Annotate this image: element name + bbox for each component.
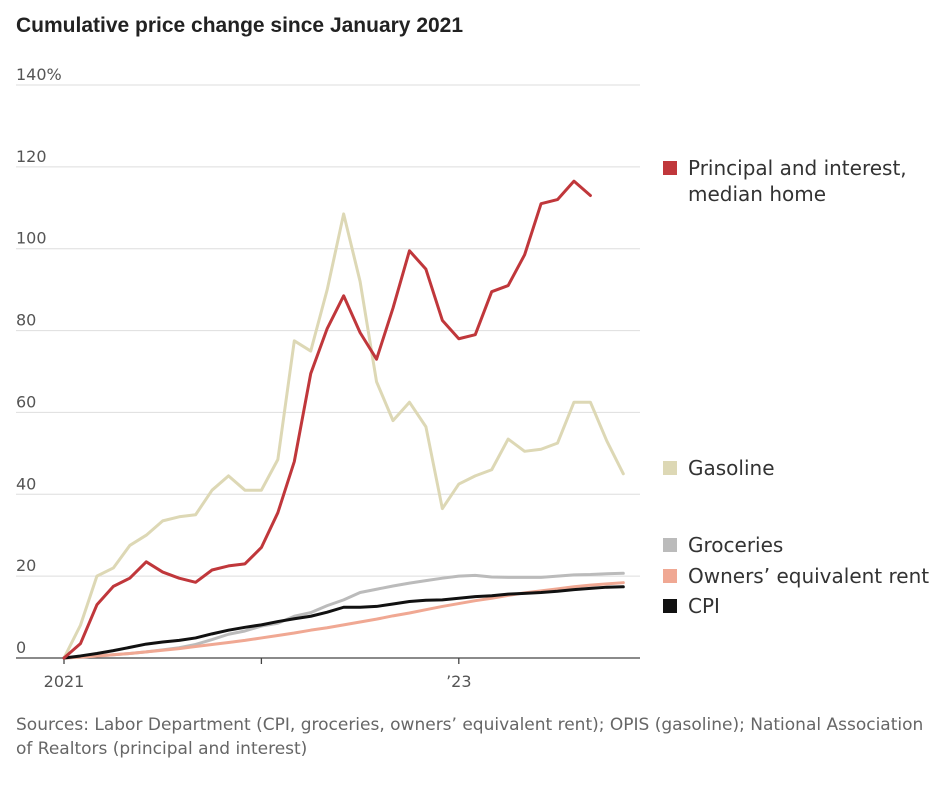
legend-label-owners-equivalent-rent: Owners’ equivalent rent <box>688 564 929 588</box>
source-note: Sources: Labor Department (CPI, grocerie… <box>16 715 924 759</box>
legend-swatch-cpi <box>663 599 677 613</box>
x-tick-label: ’23 <box>446 672 471 691</box>
y-tick-label: 20 <box>16 556 36 575</box>
y-tick-label: 40 <box>16 474 36 493</box>
legend-swatch-owners-equivalent-rent <box>663 569 677 583</box>
legend-label-cpi: CPI <box>688 594 720 618</box>
legend-swatch-gasoline <box>663 461 677 475</box>
legend-swatch-groceries <box>663 538 677 552</box>
x-axis: 2021 ’23 <box>16 657 640 691</box>
series-line-gasoline <box>62 212 625 660</box>
y-tick-label: 120 <box>16 147 47 166</box>
line-chart: 0 20 40 60 80 100 120 140% 2021 ’23 Gasoline Groc… <box>16 65 929 691</box>
y-tick-label: 140% <box>16 65 62 84</box>
y-tick-label: 80 <box>16 311 36 330</box>
legend-label-principal-and-interest-median-home: Principal and interest, <box>688 156 907 180</box>
legend-label-gasoline: Gasoline <box>688 456 775 480</box>
y-tick-label: 60 <box>16 392 36 411</box>
series-lines <box>62 179 625 660</box>
y-tick-label: 0 <box>16 638 26 657</box>
chart-title: Cumulative price change since January 20… <box>16 14 464 37</box>
x-tick-label: 2021 <box>44 672 85 691</box>
series-line-cpi <box>62 585 625 660</box>
legend: Gasoline Groceries Owners’ equivalent rent… <box>663 156 929 618</box>
legend-label-principal-and-interest-median-home: median home <box>688 182 826 206</box>
legend-label-groceries: Groceries <box>688 533 783 557</box>
y-tick-label: 100 <box>16 229 47 248</box>
legend-swatch-principal-and-interest-median-home <box>663 161 677 175</box>
series-line-principal-and-interest-median-home <box>62 179 592 660</box>
y-axis-labels: 0 20 40 60 80 100 120 140% <box>16 65 62 657</box>
